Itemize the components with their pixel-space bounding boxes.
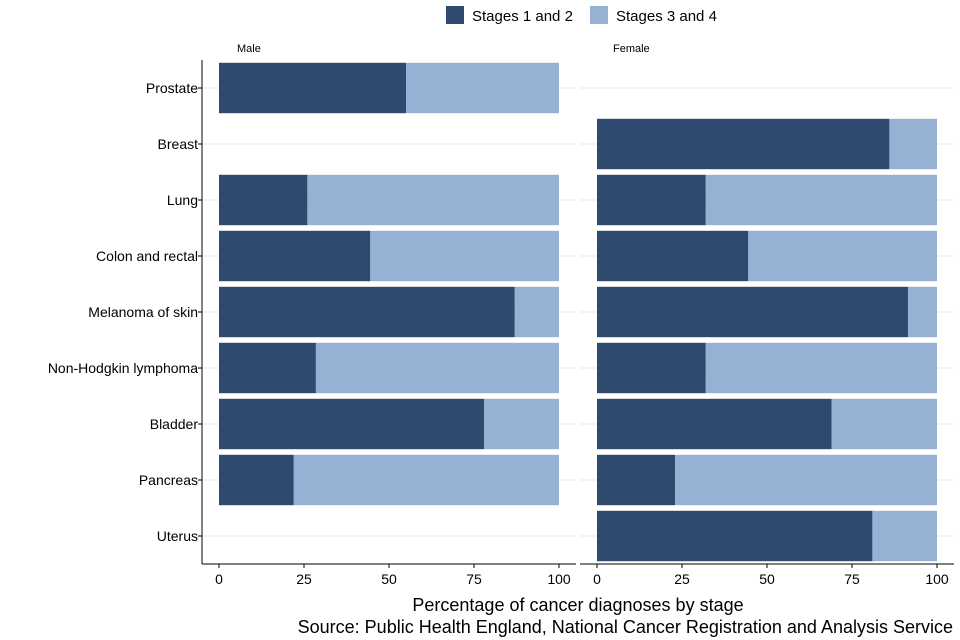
category-labels: Prostate Breast Lung Colon and rectal Melano… bbox=[48, 80, 199, 544]
x-tick-label: 100 bbox=[547, 571, 571, 587]
category-label-uterus: Uterus bbox=[157, 528, 198, 544]
x-axis-title: Percentage of cancer diagnoses by stage bbox=[412, 595, 743, 615]
source-caption: Source: Public Health England, National … bbox=[298, 617, 953, 637]
legend-key-2 bbox=[590, 6, 608, 24]
bar-male-bladder-s1 bbox=[219, 398, 485, 450]
category-label-non-hodgkin-lymphoma: Non-Hodgkin lymphoma bbox=[48, 360, 198, 376]
bar-male-melanoma-of-skin-s2 bbox=[514, 286, 559, 338]
bar-female-breast-s2 bbox=[889, 118, 937, 170]
bar-female-colon-and-rectal-s2 bbox=[748, 230, 937, 282]
legend-key-1 bbox=[446, 6, 464, 24]
bar-female-melanoma-of-skin-s1 bbox=[597, 286, 909, 338]
bar-male-prostate-s1 bbox=[219, 62, 406, 114]
bar-female-non-hodgkin-lymphoma-s2 bbox=[705, 342, 937, 394]
panel-strips: Male Female bbox=[237, 43, 650, 55]
bar-female-uterus-s2 bbox=[872, 510, 937, 562]
legend: Stages 1 and 2 Stages 3 and 4 bbox=[446, 6, 717, 25]
category-label-pancreas: Pancreas bbox=[139, 472, 198, 488]
bar-female-breast-s1 bbox=[597, 118, 890, 170]
bar-male-colon-and-rectal-s1 bbox=[219, 230, 371, 282]
panel-strip-female: Female bbox=[613, 43, 650, 55]
bar-female-non-hodgkin-lymphoma-s1 bbox=[597, 342, 706, 394]
bar-female-uterus-s1 bbox=[597, 510, 873, 562]
bar-female-bladder-s1 bbox=[597, 398, 832, 450]
bar-male-bladder-s2 bbox=[484, 398, 559, 450]
bar-male-non-hodgkin-lymphoma-s1 bbox=[219, 342, 316, 394]
category-label-prostate: Prostate bbox=[146, 80, 198, 96]
axes bbox=[198, 60, 954, 568]
bar-female-colon-and-rectal-s1 bbox=[597, 230, 749, 282]
bar-male-pancreas-s2 bbox=[293, 454, 559, 506]
category-label-melanoma-of-skin: Melanoma of skin bbox=[88, 304, 198, 320]
panel-strip-male: Male bbox=[237, 43, 261, 55]
bar-female-bladder-s2 bbox=[831, 398, 937, 450]
bar-female-lung-s1 bbox=[597, 174, 706, 226]
legend-label-2: Stages 3 and 4 bbox=[616, 8, 717, 25]
x-tick-label: 25 bbox=[674, 571, 690, 587]
x-tick-label: 0 bbox=[215, 571, 223, 587]
category-label-breast: Breast bbox=[158, 136, 199, 152]
bar-male-lung-s1 bbox=[219, 174, 308, 226]
bar-female-pancreas-s1 bbox=[597, 454, 676, 506]
x-tick-label: 75 bbox=[466, 571, 482, 587]
x-tick-label: 50 bbox=[759, 571, 775, 587]
x-tick-label: 50 bbox=[381, 571, 397, 587]
bar-female-melanoma-of-skin-s2 bbox=[908, 286, 937, 338]
bar-male-lung-s2 bbox=[307, 174, 559, 226]
bar-male-pancreas-s1 bbox=[219, 454, 294, 506]
x-tick-label: 25 bbox=[296, 571, 312, 587]
x-tick-label: 75 bbox=[844, 571, 860, 587]
bar-male-prostate-s2 bbox=[406, 62, 559, 114]
bar-female-pancreas-s2 bbox=[675, 454, 937, 506]
category-label-bladder: Bladder bbox=[150, 416, 199, 432]
bar-male-non-hodgkin-lymphoma-s2 bbox=[315, 342, 559, 394]
category-label-lung: Lung bbox=[167, 192, 198, 208]
x-tick-labels: 0 25 50 75 100 0 25 50 75 100 bbox=[215, 571, 949, 587]
x-tick-label: 0 bbox=[593, 571, 601, 587]
category-label-colon-and-rectal: Colon and rectal bbox=[96, 248, 198, 264]
bar-male-melanoma-of-skin-s1 bbox=[219, 286, 515, 338]
bars bbox=[219, 62, 937, 562]
legend-label-1: Stages 1 and 2 bbox=[472, 8, 573, 25]
bar-male-colon-and-rectal-s2 bbox=[370, 230, 559, 282]
x-tick-label: 100 bbox=[925, 571, 949, 587]
bar-female-lung-s2 bbox=[705, 174, 937, 226]
